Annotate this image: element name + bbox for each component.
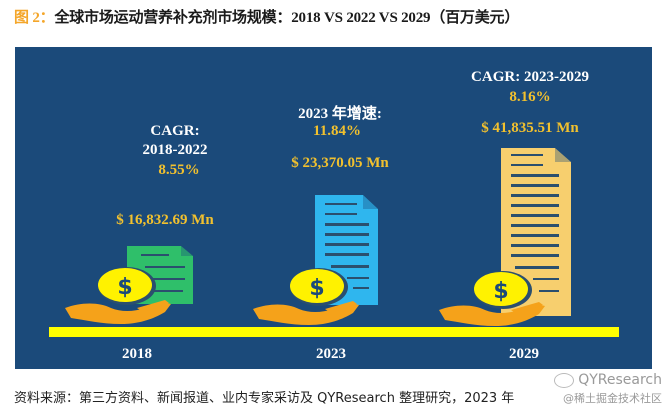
- cagr-2018-label-line1: CAGR:: [150, 123, 200, 139]
- cagr-2018-label-line2: 2018-2022: [142, 142, 208, 158]
- coin-icon: $: [98, 267, 156, 305]
- figure-label: 图 2：: [14, 10, 55, 26]
- watermark-brand-text: QYResearch: [578, 372, 662, 388]
- watermark-brand: QYResearch: [554, 372, 662, 388]
- money-document-icon-2029: $: [439, 148, 571, 326]
- wechat-icon: [554, 372, 575, 388]
- value-2023: $ 23,370.05 Mn: [291, 155, 389, 171]
- money-document-icon-2023: $: [253, 195, 378, 325]
- infographic-panel: CAGR: 2018-2022 8.55% $ 16,832.69 Mn $ 2…: [15, 47, 652, 369]
- growth-2023-label: 2023 年增速:: [298, 106, 382, 122]
- value-2018: $ 16,832.69 Mn: [116, 212, 214, 228]
- timeline-bar: [49, 327, 619, 337]
- money-document-icon-2018: $: [65, 246, 193, 324]
- figure-title: 图 2：全球市场运动营养补充剂市场规模：2018 VS 2022 VS 2029…: [14, 6, 519, 27]
- coin-icon: $: [290, 268, 348, 306]
- growth-2023-rate: 11.84%: [313, 123, 361, 139]
- watermark: QYResearch @稀土掘金技术社区: [554, 372, 662, 406]
- svg-text:$: $: [309, 276, 324, 301]
- year-label-2029: 2029: [509, 346, 539, 362]
- svg-text:$: $: [117, 275, 132, 300]
- hand-icon: [65, 300, 171, 324]
- figure-title-text: 全球市场运动营养补充剂市场规模：2018 VS 2022 VS 2029（百万美…: [54, 10, 520, 26]
- year-label-2023: 2023: [316, 346, 346, 362]
- year-label-2018: 2018: [122, 346, 152, 362]
- source-note: 资料来源：第三方资料、新闻报道、业内专家采访及 QYResearch 整理研究，…: [14, 391, 515, 406]
- cagr-2029-label: CAGR: 2023-2029: [471, 69, 589, 85]
- svg-text:$: $: [493, 279, 508, 304]
- value-2029: $ 41,835.51 Mn: [481, 120, 579, 136]
- coin-icon: $: [474, 271, 532, 309]
- hand-icon: [253, 301, 359, 325]
- hand-icon: [439, 302, 545, 326]
- cagr-2029-rate: 8.16%: [509, 89, 551, 105]
- cagr-2018-rate: 8.55%: [158, 162, 200, 178]
- watermark-community: @稀土掘金技术社区: [563, 392, 662, 405]
